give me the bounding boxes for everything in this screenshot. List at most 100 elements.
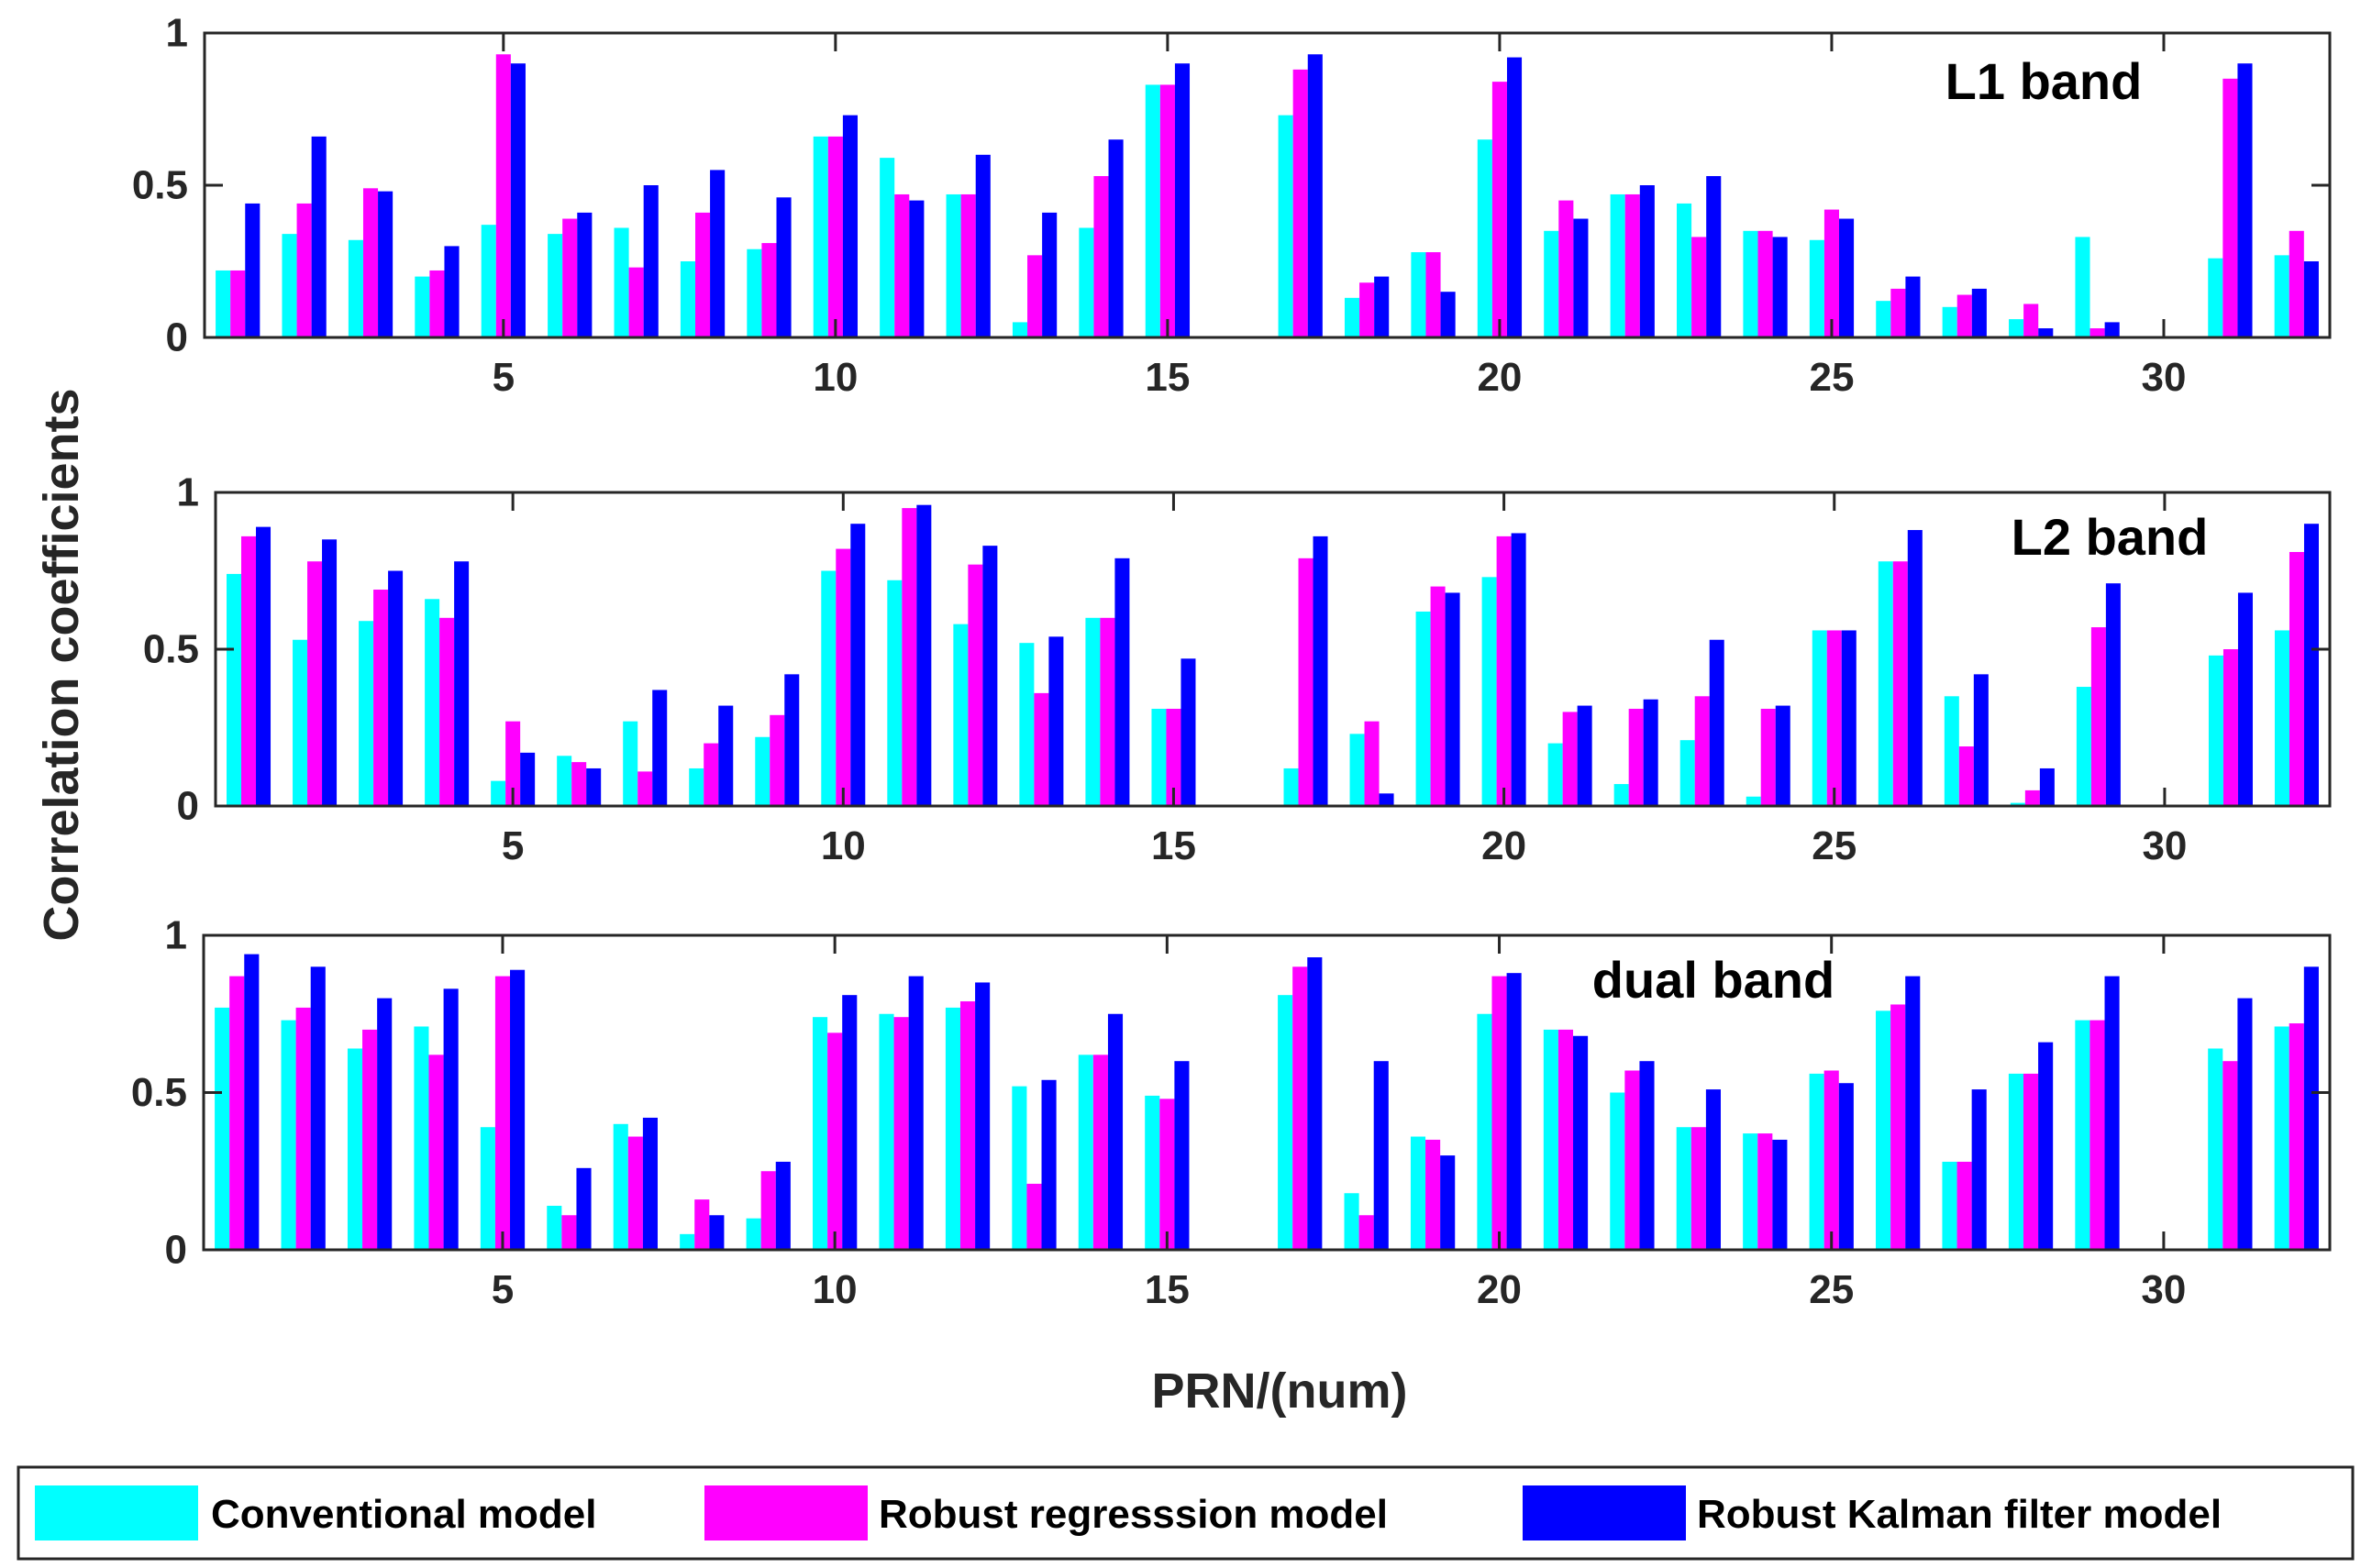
bar-l2-band-s3-prn10 [850,524,866,806]
bar-dual-band-s3-prn15 [1174,1061,1190,1250]
bar-l2-band-s2-prn11 [902,508,917,806]
legend: Conventional model Robust regresssion mod… [17,1465,2355,1561]
x-tick-label: 20 [1477,355,1522,400]
bar-l1-band-s2-prn21 [1558,200,1574,337]
bar-l1-band-s3-prn25 [1839,218,1855,337]
bar-dual-band-s3-prn28 [2038,1042,2054,1250]
y-tick-label: 0.5 [143,627,199,672]
bar-dual-band-s2-prn26 [1890,1004,1906,1250]
bar-l1-band-s3-prn8 [710,170,726,337]
bar-l1-band-s2-prn7 [628,267,644,337]
bar-l1-band-s1-prn26 [1876,301,1891,337]
bar-l1-band-s2-prn8 [695,212,711,337]
y-tick-label: 0.5 [132,163,188,208]
bar-l1-band-s1-prn11 [880,158,895,337]
bar-dual-band-s1-prn12 [945,1007,960,1250]
bar-dual-band-s3-prn9 [775,1161,791,1250]
bar-l1-band-s1-prn29 [2075,237,2090,337]
bar-dual-band-s3-prn2 [310,966,326,1250]
bar-l2-band-s2-prn14 [1100,617,1115,806]
bar-l1-band-s3-prn7 [643,185,659,337]
legend-swatch [35,1485,198,1540]
bar-l2-band-s1-prn2 [293,639,308,806]
bar-dual-band-s2-prn15 [1159,1099,1175,1250]
y-tick-label: 1 [177,470,199,515]
bar-dual-band-s2-prn4 [428,1055,444,1250]
bar-l1-band-s1-prn18 [1344,297,1360,337]
bar-l1-band-s3-prn29 [2104,322,2120,337]
bar-l1-band-s2-prn11 [894,193,910,337]
bar-l1-band-s2-prn29 [2089,328,2105,337]
bar-dual-band-s1-prn17 [1278,995,1293,1250]
bar-dual-band-s2-prn28 [2023,1073,2039,1250]
bar-l1-band-s2-prn1 [230,270,246,337]
bar-dual-band-s1-prn31 [2208,1048,2223,1250]
bar-dual-band-s3-prn6 [576,1167,592,1250]
bar-l1-band-s3-prn19 [1440,292,1456,337]
x-tick-label: 25 [1809,355,1854,400]
bar-l1-band-s1-prn6 [548,234,563,337]
bar-l1-band-s3-prn3 [378,191,393,337]
bar-l1-band-s1-prn22 [1610,193,1625,337]
bar-l1-band-s1-prn28 [2009,319,2024,337]
bar-l2-band-s2-prn28 [2024,790,2040,806]
bar-l2-band-s3-prn21 [1577,705,1592,806]
bar-l1-band-s2-prn24 [1757,230,1773,337]
x-tick-label: 20 [1481,823,1526,868]
bar-l2-band-s1-prn9 [755,736,770,806]
bar-l2-band-s2-prn29 [2090,627,2106,806]
legend-swatch [1523,1485,1686,1540]
bar-dual-band-s3-prn3 [377,998,393,1250]
bar-l2-band-s3-prn27 [1973,674,1989,806]
bar-dual-band-s3-prn4 [443,988,459,1250]
bar-l1-band-s3-prn4 [444,246,460,337]
bar-dual-band-s2-prn2 [295,1007,311,1250]
y-tick-label: 0 [165,1228,187,1273]
bar-dual-band-s2-prn7 [627,1136,643,1250]
bar-dual-band-s1-prn22 [1610,1092,1625,1250]
bar-dual-band-s2-prn18 [1358,1215,1374,1250]
bar-l2-band-s1-prn17 [1283,767,1299,806]
bar-l2-band-s1-prn11 [887,580,903,806]
bar-l1-band-s2-prn4 [429,270,445,337]
bar-dual-band-s1-prn23 [1676,1127,1691,1250]
bar-dual-band-s1-prn8 [680,1233,695,1250]
bar-dual-band-s3-prn27 [1971,1089,1987,1250]
bar-l2-band-s3-prn24 [1775,705,1790,806]
bar-l2-band-s1-prn29 [2076,687,2091,806]
bar-l1-band-s1-prn5 [481,225,496,337]
bar-dual-band-s2-prn3 [362,1029,378,1250]
bar-dual-band-s2-prn1 [229,976,245,1250]
bar-l2-band-s1-prn14 [1085,617,1101,806]
bar-dual-band-s2-prn13 [1026,1183,1042,1250]
bar-dual-band-s3-prn11 [908,976,924,1250]
bar-l1-band-s3-prn21 [1573,218,1589,337]
bar-l1-band-s2-prn20 [1491,82,1507,338]
bar-l2-band-s3-prn2 [322,539,338,806]
bar-dual-band-s3-prn24 [1772,1139,1788,1250]
bar-l2-band-s3-prn23 [1709,639,1724,806]
bar-l2-band-s2-prn9 [770,714,785,806]
legend-label: Robust regresssion model [879,1492,1388,1537]
bar-dual-band-s1-prn21 [1543,1029,1558,1250]
bar-l2-band-s3-prn3 [388,570,404,806]
bar-dual-band-s2-prn24 [1757,1133,1773,1250]
bar-l1-band-s3-prn14 [1108,139,1124,337]
bar-l1-band-s1-prn21 [1544,230,1559,337]
bar-dual-band-s2-prn8 [694,1199,710,1250]
bar-l1-band-s2-prn3 [362,188,379,337]
bar-l2-band-s3-prn11 [916,504,932,806]
bar-l1-band-s2-prn15 [1159,84,1175,337]
bar-l2-band-s2-prn4 [439,617,455,806]
bar-l1-band-s3-prn15 [1174,63,1191,337]
bar-dual-band-s1-prn11 [879,1013,894,1250]
bar-l1-band-s3-prn13 [1042,212,1058,337]
bar-l2-band-s2-prn13 [1034,692,1049,806]
bar-l2-band-s2-prn27 [1958,746,1974,806]
bar-dual-band-s1-prn10 [813,1017,828,1250]
bar-l1-band-s1-prn25 [1809,239,1824,337]
x-tick-label: 10 [813,1267,858,1312]
bar-dual-band-s2-prn11 [893,1017,909,1250]
bar-dual-band-s3-prn25 [1838,1083,1854,1250]
